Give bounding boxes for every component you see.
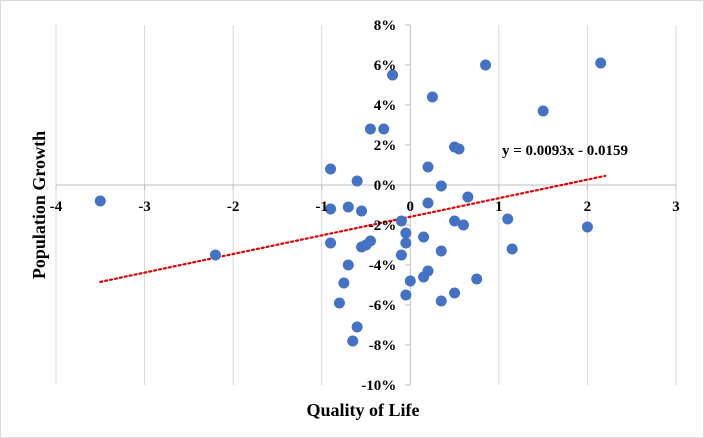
data-point — [325, 203, 337, 215]
data-point — [418, 231, 430, 243]
y-tick-label: -6% — [369, 298, 397, 314]
data-point — [449, 287, 461, 299]
data-points — [94, 57, 607, 347]
data-point — [209, 249, 221, 261]
data-point — [506, 243, 518, 255]
x-tick-label: -1 — [315, 199, 328, 215]
data-point — [342, 201, 354, 213]
data-point — [400, 237, 412, 249]
data-point — [364, 235, 376, 247]
data-point — [422, 265, 434, 277]
data-point — [395, 215, 407, 227]
data-point — [400, 289, 412, 301]
data-point — [462, 191, 474, 203]
tick-labels: -4 -3 -2 -1 0 1 2 3 -10% -8% -6% -4% -2% 0% 2% 4% 6% 8% — [50, 18, 680, 394]
data-point — [347, 335, 359, 347]
x-tick-label: 3 — [672, 199, 680, 215]
data-point — [426, 91, 438, 103]
y-axis-title: Population Growth — [29, 131, 49, 279]
data-point — [449, 215, 461, 227]
data-point — [422, 197, 434, 209]
data-point — [435, 295, 447, 307]
x-tick-label: 0 — [407, 199, 415, 215]
y-tick-label: 8% — [374, 18, 397, 34]
x-tick-label: -4 — [50, 199, 63, 215]
x-tick-label: -2 — [227, 199, 240, 215]
gridlines — [55, 25, 677, 385]
trendline — [99, 174, 607, 283]
y-tick-label: -10% — [361, 378, 396, 394]
y-tick-label: -4% — [369, 258, 397, 274]
data-point — [364, 123, 376, 135]
data-point — [457, 219, 469, 231]
data-point — [400, 227, 412, 239]
data-point — [595, 57, 607, 69]
y-tick-label: 4% — [374, 98, 397, 114]
x-tick-label: 1 — [495, 199, 503, 215]
data-point — [502, 213, 514, 225]
data-point — [422, 161, 434, 173]
trendline-layer — [99, 174, 607, 283]
data-point — [471, 273, 483, 285]
data-point — [537, 105, 549, 117]
data-point — [435, 180, 447, 192]
data-point — [351, 321, 363, 333]
y-tick-label: 0% — [374, 178, 397, 194]
data-point — [581, 221, 593, 233]
data-point — [351, 175, 363, 187]
data-point — [94, 195, 106, 207]
data-point — [342, 259, 354, 271]
x-tick-label: 2 — [584, 199, 592, 215]
data-point — [338, 277, 350, 289]
data-point — [387, 69, 399, 81]
data-point — [356, 205, 368, 217]
data-point — [325, 237, 337, 249]
data-point — [435, 245, 447, 257]
y-tick-label: -2% — [369, 218, 397, 234]
y-tick-label: 2% — [374, 138, 397, 154]
axes — [55, 24, 677, 386]
data-point — [325, 163, 337, 175]
x-axis-title: Quality of Life — [307, 400, 420, 420]
data-point — [395, 249, 407, 261]
x-tick-label: -3 — [138, 199, 151, 215]
data-point — [378, 123, 390, 135]
y-tick-label: -8% — [369, 338, 397, 354]
y-tick-label: 6% — [374, 58, 397, 74]
data-point — [480, 59, 492, 71]
trendline-equation: y = 0.0093x - 0.0159 — [502, 143, 628, 159]
data-point — [404, 275, 416, 287]
data-point — [333, 297, 345, 309]
data-point — [453, 143, 465, 155]
